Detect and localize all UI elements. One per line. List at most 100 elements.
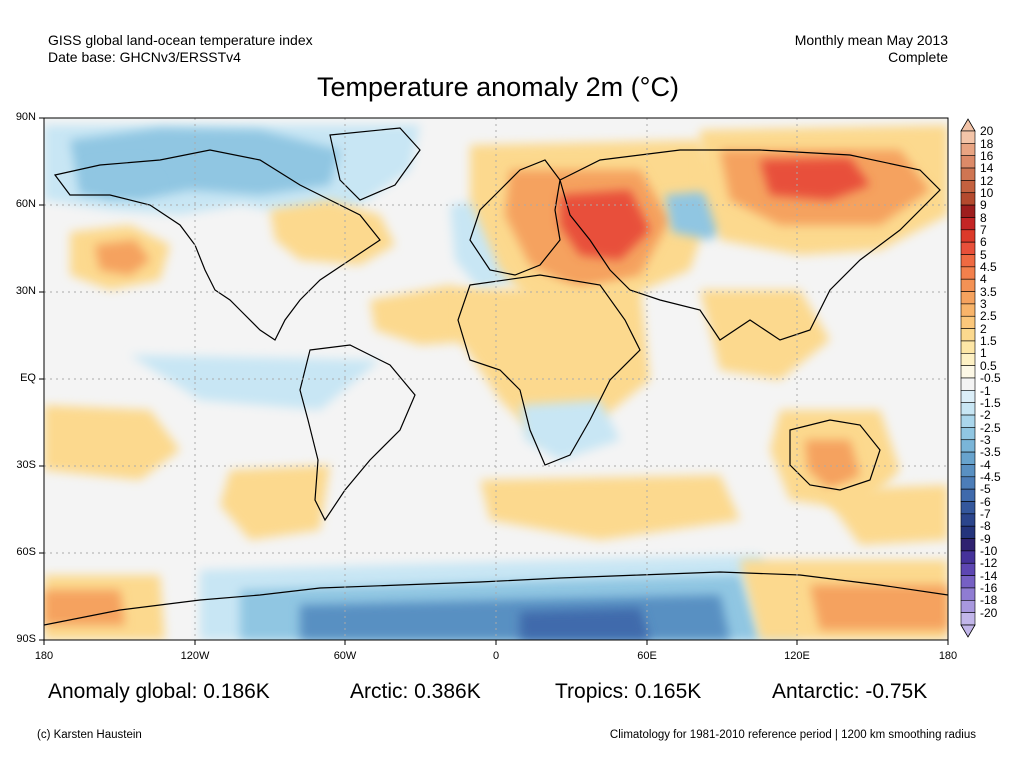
legend-label: -12 [980,556,998,571]
header-right: Monthly mean May 2013 Complete [795,32,948,66]
completeness-label: Complete [888,49,948,65]
period-label: Monthly mean May 2013 [794,32,948,48]
africa-outline [457,274,641,466]
colorbar-swatch [960,377,976,391]
indian-ocean-cool [520,400,620,460]
legend-label: 9 [980,198,987,213]
legend-label: -18 [980,593,998,608]
east-na-warm [270,200,395,265]
colorbar-swatch [960,278,976,292]
colorbar-swatch [960,476,976,490]
ross-sea-warmer [44,590,125,625]
colorbar [960,118,976,638]
colorbar-swatch [960,143,976,157]
colorbar-swatch [960,439,976,453]
s-indian-warm [480,475,740,540]
legend-label: 8 [980,210,987,225]
footer-note: Climatology for 1981-2010 reference peri… [609,729,976,741]
colorbar-swatch [960,538,976,552]
legend-label: 14 [980,161,994,176]
legend-label: 7 [980,222,987,237]
footer-credit: (c) Karsten Haustein [37,729,142,741]
stat-arctic: Arctic: 0.386K [350,680,481,703]
lat-label-30n: 30N [15,285,36,297]
colorbar-swatch [960,315,976,329]
colorbar-swatch [960,612,976,626]
antarctic-coldest [520,608,650,640]
colorbar-swatch [960,414,976,428]
colorbar-swatch [960,254,976,268]
colorbar-swatch [960,340,976,354]
north-america-outline [53,149,381,341]
colorbar-min-arrow [960,624,976,638]
legend-label: -6 [980,494,991,509]
asia-outline [559,149,941,341]
lat-label-60n: 60N [15,198,36,210]
colorbar-swatch [960,155,976,169]
east-siberia-hot [760,158,870,200]
legend-label: 1 [980,346,987,361]
lat-label-30s: 30S [16,459,36,471]
stat-antarctic: Antarctic: -0.75K [772,680,928,703]
coastlines [44,127,948,626]
lon-label-120e: 120E [784,650,810,662]
legend-label: -1.5 [980,395,1001,410]
lon-label-60w: 60W [333,650,357,662]
legend-label: 2.5 [980,309,997,324]
legend-label: 16 [980,148,994,163]
legend-label: -1 [980,383,991,398]
s-asia-warm [700,290,830,380]
legend-label: -20 [980,605,998,620]
legend-label: -8 [980,519,991,534]
colorbar-swatch [960,587,976,601]
legend-label: -2.5 [980,420,1001,435]
colorbar-swatch [960,130,976,144]
lon-label-0: 0 [492,650,500,662]
legend-label: 12 [980,173,994,188]
legend-label: 18 [980,136,994,151]
legend-label: -7 [980,507,991,522]
header-left: GISS global land-ocean temperature index… [48,32,313,66]
colorbar-swatch [960,229,976,243]
data-base: Date base: GHCNv3/ERSSTv4 [48,49,241,65]
colorbar-swatch [960,525,976,539]
colorbar-swatch [960,427,976,441]
index-title: GISS global land-ocean temperature index [48,32,313,48]
legend-label: 4 [980,272,987,287]
legend-label: -2 [980,408,991,423]
colorbar-swatch [960,167,976,181]
lat-label-90s: 90S [16,633,36,645]
trop-pacific-cool [130,355,380,410]
lon-label-180w: 180 [34,650,54,662]
legend-label: 2 [980,321,987,336]
lat-label-eq: EQ [20,372,36,384]
colorbar-swatch [960,599,976,613]
legend-label: 10 [980,185,994,200]
colorbar-swatch [960,390,976,404]
colorbar-swatch [960,365,976,379]
s-ocean-warm [220,465,330,540]
colorbar-swatch [960,217,976,231]
legend-label: -16 [980,581,998,596]
legend-label: -3 [980,432,991,447]
legend-label: 4.5 [980,260,997,275]
colorbar-swatch [960,501,976,515]
greenland-outline [329,127,421,201]
legend-label: 5 [980,247,987,262]
s-pacific-warm [820,485,948,545]
colorbar-swatch [960,204,976,218]
legend-label: -0.5 [980,371,1001,386]
colorbar-swatch [960,266,976,280]
legend-label: -3.5 [980,445,1001,460]
colorbar-swatch [960,303,976,317]
colorbar-swatch [960,550,976,564]
legend-label: 3.5 [980,284,997,299]
gridlines [44,118,948,640]
nw-canada-colder [85,160,160,198]
colorbar-swatch [960,192,976,206]
legend-label: -14 [980,568,998,583]
colorbar-swatch [960,464,976,478]
stat-global: Anomaly global: 0.186K [48,680,270,703]
colorbar-swatch [960,180,976,194]
legend-label: -10 [980,544,998,559]
